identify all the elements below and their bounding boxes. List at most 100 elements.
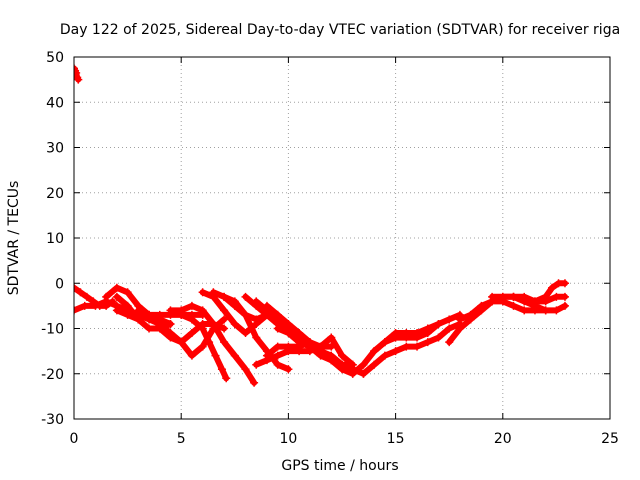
data-point <box>413 342 422 351</box>
x-tick-label: 15 <box>387 431 405 447</box>
x-tick-label: 0 <box>70 431 79 447</box>
data-point <box>220 315 229 324</box>
series-arc21 <box>370 310 464 356</box>
data-point <box>295 338 304 347</box>
data-series <box>74 64 569 387</box>
y-tick-label: -20 <box>41 367 64 383</box>
series-trace <box>253 334 356 368</box>
data-point <box>541 306 550 315</box>
data-point <box>560 301 569 310</box>
data-point <box>295 329 304 338</box>
data-point <box>327 356 336 365</box>
data-point <box>445 315 454 324</box>
chart-title: Day 122 of 2025, Sidereal Day-to-day VTE… <box>60 22 620 38</box>
data-point <box>520 306 529 315</box>
data-point <box>74 75 83 84</box>
data-point <box>455 324 464 333</box>
data-point <box>509 292 518 301</box>
y-tick-label: -10 <box>41 322 64 338</box>
data-point <box>166 333 175 342</box>
data-point <box>155 324 164 333</box>
y-tick-label: 50 <box>46 50 64 66</box>
data-point <box>273 351 282 360</box>
data-point <box>198 324 207 333</box>
data-point <box>370 360 379 369</box>
data-point <box>74 64 78 73</box>
data-point <box>391 347 400 356</box>
data-point <box>198 288 207 297</box>
data-point <box>230 319 239 328</box>
data-point <box>112 306 121 315</box>
y-tick-label: 30 <box>46 141 64 157</box>
data-point <box>560 292 569 301</box>
x-tick-label: 5 <box>177 431 186 447</box>
data-point <box>560 279 569 288</box>
data-point <box>198 342 207 351</box>
data-point <box>434 333 443 342</box>
data-point <box>187 301 196 310</box>
data-point <box>445 338 454 347</box>
data-point <box>402 342 411 351</box>
data-point <box>316 347 325 356</box>
data-point <box>187 329 196 338</box>
data-point <box>520 292 529 301</box>
data-point <box>112 292 121 301</box>
series-outlier <box>74 64 83 84</box>
data-point <box>102 292 111 301</box>
data-point <box>74 283 78 292</box>
data-point <box>134 306 143 315</box>
data-point <box>198 306 207 315</box>
data-point <box>91 301 100 310</box>
data-point <box>74 306 78 315</box>
data-point <box>187 315 196 324</box>
data-point <box>552 292 561 301</box>
data-point <box>177 310 186 319</box>
y-tick-label: -30 <box>41 412 64 428</box>
data-point <box>488 292 497 301</box>
data-point <box>548 283 557 292</box>
data-point <box>217 365 226 374</box>
data-point <box>230 351 239 360</box>
data-point <box>241 292 250 301</box>
data-point <box>273 342 282 351</box>
grid-lines <box>74 57 610 419</box>
data-point <box>434 319 443 328</box>
series-arc18 <box>273 324 357 369</box>
data-point <box>252 297 261 306</box>
data-point <box>498 292 507 301</box>
data-point <box>241 365 250 374</box>
data-point <box>284 329 293 338</box>
series-arc12 <box>220 292 293 374</box>
data-point <box>123 288 132 297</box>
y-axis-title: SDTVAR / TECUs <box>6 181 22 296</box>
data-point <box>391 333 400 342</box>
data-point <box>552 306 561 315</box>
data-point <box>123 310 132 319</box>
data-point <box>252 315 261 324</box>
data-point <box>80 301 89 310</box>
data-point <box>222 374 231 383</box>
data-point <box>380 351 389 360</box>
data-point <box>402 333 411 342</box>
data-point <box>359 369 368 378</box>
data-point <box>166 319 175 328</box>
data-point <box>380 338 389 347</box>
data-point <box>220 306 229 315</box>
data-point <box>252 360 261 369</box>
data-point <box>209 319 218 328</box>
data-point <box>455 315 464 324</box>
series-arc17 <box>262 338 336 360</box>
data-point <box>466 310 475 319</box>
data-point <box>338 351 346 360</box>
data-point <box>250 378 259 387</box>
data-point <box>76 288 85 297</box>
data-point <box>509 301 518 310</box>
data-point <box>220 324 229 333</box>
data-point <box>370 347 379 356</box>
y-tick-label: 10 <box>46 231 64 247</box>
x-axis-title: GPS time / hours <box>281 458 398 474</box>
data-point <box>423 338 432 347</box>
x-tick-label: 20 <box>494 431 512 447</box>
x-tick-label: 10 <box>279 431 297 447</box>
